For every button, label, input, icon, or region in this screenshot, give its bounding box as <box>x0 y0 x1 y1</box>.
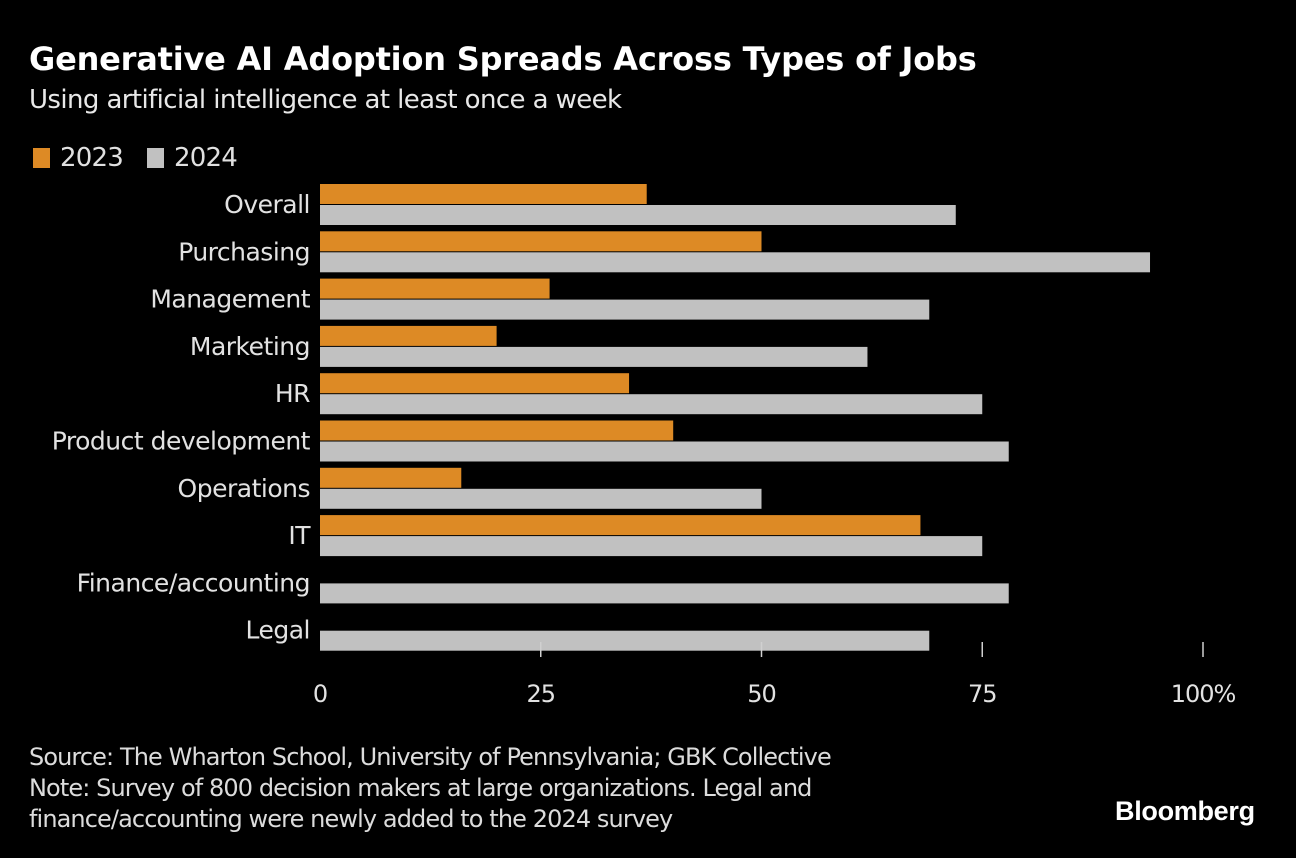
bloomberg-logo: Bloomberg <box>1115 796 1255 826</box>
chart-title: Generative AI Adoption Spreads Across Ty… <box>29 40 977 78</box>
bar-operations-2024 <box>320 488 762 509</box>
bar-operations-2023 <box>320 467 462 488</box>
bar-purchasing-2024 <box>320 252 1151 273</box>
bar-management-2023 <box>320 278 550 299</box>
legend-item-2023: 2023 <box>33 143 124 173</box>
bar-finance-accounting-2024 <box>320 583 1009 604</box>
category-label-operations: Operations <box>178 474 310 503</box>
bar-management-2024 <box>320 299 930 320</box>
x-tick-label-0: 0 <box>313 680 327 708</box>
bar-it-2023 <box>320 515 921 536</box>
footer: Source: The Wharton School, University o… <box>29 742 832 835</box>
bar-legal-2024 <box>320 630 930 651</box>
legend-label-2023: 2023 <box>60 143 124 173</box>
x-tick-label-100: 100% <box>1171 680 1236 708</box>
category-label-purchasing: Purchasing <box>178 237 310 266</box>
bar-overall-2023 <box>320 184 647 204</box>
source-note: Source: The Wharton School, University o… <box>29 743 832 771</box>
category-label-finance-accounting: Finance/accounting <box>77 568 310 597</box>
bar-hr-2024 <box>320 394 983 415</box>
bar-product-development-2024 <box>320 441 1009 462</box>
bar-product-development-2023 <box>320 420 674 441</box>
bar-it-2024 <box>320 536 983 557</box>
survey-note-line1: Note: Survey of 800 decision makers at l… <box>29 774 812 802</box>
x-tick-label-75: 75 <box>968 680 997 708</box>
bar-purchasing-2023 <box>320 231 762 252</box>
legend-label-2024: 2024 <box>173 143 238 173</box>
legend-item-2024: 2024 <box>146 143 238 173</box>
x-tick-label-25: 25 <box>526 680 555 708</box>
category-label-management: Management <box>150 285 310 314</box>
legend: 2023 2024 <box>33 143 261 173</box>
bar-overall-2024 <box>320 205 956 225</box>
bar-hr-2023 <box>320 373 630 394</box>
category-label-marketing: Marketing <box>190 332 310 361</box>
category-label-it: IT <box>288 521 311 550</box>
survey-note-line2: finance/accounting were newly added to t… <box>29 805 673 833</box>
category-label-hr: HR <box>275 379 310 408</box>
bar-marketing-2023 <box>320 325 497 346</box>
category-label-legal: Legal <box>245 616 310 645</box>
category-label-overall: Overall <box>224 190 310 219</box>
legend-swatch-2023 <box>33 148 50 168</box>
category-label-product-development: Product development <box>52 427 311 456</box>
chart-subtitle: Using artificial intelligence at least o… <box>29 85 622 115</box>
x-tick-label-50: 50 <box>747 680 776 708</box>
legend-swatch-2024 <box>146 148 164 168</box>
bar-marketing-2024 <box>320 346 868 367</box>
